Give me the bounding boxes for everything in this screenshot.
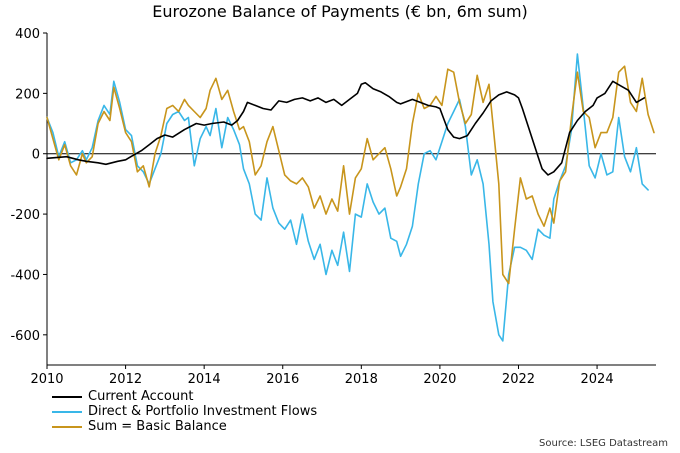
series-line-basic-balance	[46, 65, 655, 285]
x-tick-label: 2014	[188, 372, 221, 387]
legend-swatch-current-account	[52, 395, 82, 398]
y-tick-label: -400	[10, 268, 40, 283]
legend-swatch-investment-flows	[52, 410, 82, 413]
x-tick-label: 2016	[266, 372, 299, 387]
axes	[43, 32, 656, 369]
x-tick-label: 2018	[345, 372, 378, 387]
chart-title: Eurozone Balance of Payments (€ bn, 6m s…	[152, 2, 528, 21]
x-tick-label: 2020	[423, 372, 456, 387]
legend-item-current-account: Current Account	[52, 389, 317, 404]
y-tick-label: 0	[32, 148, 40, 163]
x-tick-label: 2024	[581, 372, 614, 387]
x-tick-label: 2012	[109, 372, 142, 387]
legend-label-current-account: Current Account	[88, 389, 194, 404]
series-line-current-account	[46, 80, 645, 176]
x-tick-label: 2022	[502, 372, 535, 387]
legend-item-basic-balance: Sum = Basic Balance	[52, 419, 317, 434]
legend-item-investment-flows: Direct & Portfolio Investment Flows	[52, 404, 317, 419]
legend-label-basic-balance: Sum = Basic Balance	[88, 419, 227, 434]
y-tick-label: -600	[10, 329, 40, 344]
source-note: Source: LSEG Datastream	[539, 438, 668, 449]
y-tick-label: -200	[10, 208, 40, 223]
legend: Current Account Direct & Portfolio Inves…	[52, 389, 317, 434]
legend-label-investment-flows: Direct & Portfolio Investment Flows	[88, 404, 318, 419]
y-tick-label: 200	[15, 87, 40, 102]
tick-labels: 400 200 0 -200 -400 -600 2010 2012 2014 2016 2018 2…	[10, 27, 613, 387]
series-layer	[46, 53, 655, 342]
x-tick-label: 2010	[30, 372, 63, 387]
legend-swatch-basic-balance	[52, 425, 82, 428]
y-tick-label: 400	[15, 27, 40, 42]
